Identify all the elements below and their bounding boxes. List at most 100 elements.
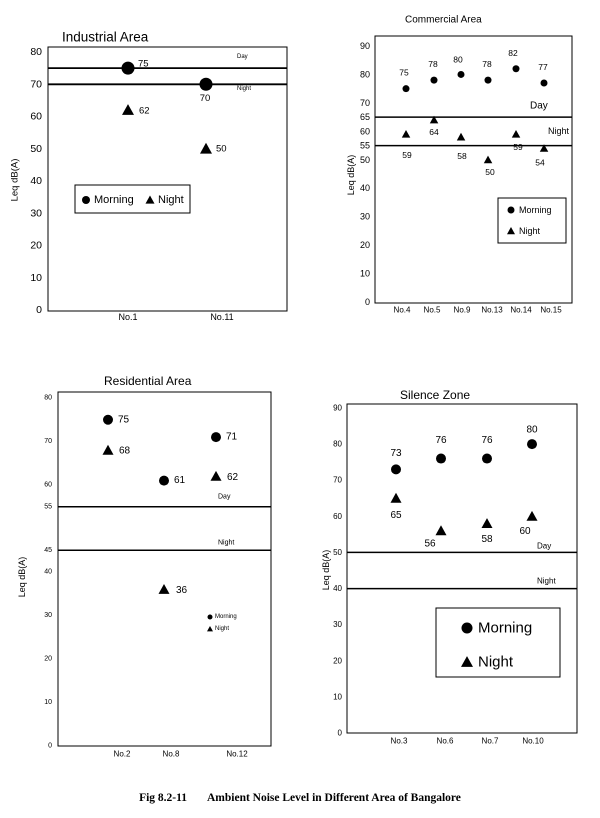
residential-morning-data-label-1: 61: [174, 475, 186, 486]
commercial-night-data-label-5: 54: [535, 157, 545, 167]
residential-night-data-label-2: 62: [227, 472, 239, 483]
commercial-night-point-5: [539, 144, 549, 152]
residential-y-tick-label-3: 30: [44, 612, 52, 619]
industrial-y-axis-label: Leq dB(A): [10, 159, 21, 202]
residential-chart-title: Residential Area: [104, 374, 192, 388]
silence-night-data-label-0: 65: [390, 510, 402, 521]
residential-legend-morning-circle-icon: [207, 614, 213, 620]
silence-y-tick-label-3: 30: [333, 620, 342, 629]
silence-legend-night-label: Night: [478, 654, 514, 671]
commercial-night-point-0: [401, 130, 411, 138]
residential-y-tick-label-9: 80: [44, 395, 52, 402]
industrial-night-point-0: [122, 104, 134, 115]
commercial-morning-point-1: [430, 76, 438, 84]
industrial-chart-title: Industrial Area: [62, 30, 149, 45]
industrial-y-tick-label-4: 40: [30, 175, 42, 187]
residential-day-limit-label: Day: [218, 494, 231, 501]
industrial-legend-morning-circle-icon: [82, 196, 90, 204]
residential-area-chart: Residential Area Leq dB(A) 0 10 20 30 40 45 55 60…: [17, 374, 272, 759]
industrial-legend-box: [74, 184, 191, 214]
residential-morning-point-1: [159, 475, 169, 486]
silence-y-tick-label-2: 20: [333, 656, 342, 665]
industrial-x-tick-label-1: No.11: [210, 312, 233, 322]
commercial-night-data-label-4: 59: [513, 142, 523, 152]
silence-y-tick-label-1: 10: [333, 692, 342, 701]
industrial-x-tick-label-0: No.1: [118, 312, 137, 322]
silence-morning-data-label-3: 80: [526, 425, 538, 436]
silence-night-data-label-3: 60: [519, 526, 531, 537]
commercial-night-limit-label: Night: [548, 126, 570, 136]
industrial-day-limit-label: Day: [237, 54, 248, 60]
commercial-legend-night-label: Night: [519, 226, 541, 236]
residential-morning-data-label-2: 71: [226, 432, 238, 443]
commercial-morning-data-label-0: 75: [399, 68, 409, 78]
residential-morning-point-0: [103, 414, 113, 425]
commercial-y-tick-label-4: 40: [360, 183, 370, 193]
silence-morning-data-label-0: 73: [390, 448, 402, 459]
residential-x-tick-label-1: No.8: [163, 750, 180, 759]
silence-morning-point-2: [482, 453, 492, 464]
silence-legend-night-triangle-icon: [461, 656, 473, 667]
residential-night-point-0: [102, 444, 114, 455]
industrial-y-tick-label-2: 20: [30, 240, 42, 252]
industrial-area-chart: Industrial Area Leq dB(A) 0 10 20 30 40 50 60 70 8…: [10, 30, 288, 322]
commercial-night-data-label-0: 59: [402, 150, 412, 160]
residential-legend: Morning Night: [207, 614, 237, 632]
residential-night-data-label-0: 68: [119, 446, 131, 457]
silence-night-point-1: [435, 525, 447, 536]
residential-night-point-2: [210, 470, 222, 481]
silence-morning-data-label-2: 76: [481, 435, 493, 446]
commercial-night-point-1: [429, 115, 439, 124]
commercial-night-point-4: [511, 130, 521, 138]
commercial-morning-data-label-2: 80: [453, 54, 463, 64]
commercial-y-tick-label-0: 0: [365, 297, 370, 307]
residential-y-tick-label-4: 40: [44, 569, 52, 576]
industrial-legend-morning-label: Morning: [94, 194, 134, 206]
industrial-morning-point-1: [199, 77, 213, 91]
residential-night-data-label-1: 36: [176, 585, 188, 596]
residential-legend-morning-label: Morning: [215, 614, 237, 620]
silence-morning-point-1: [436, 453, 446, 464]
silence-y-tick-label-8: 80: [333, 440, 342, 449]
silence-morning-data-label-1: 76: [435, 435, 447, 446]
commercial-morning-point-3: [484, 76, 492, 84]
commercial-x-tick-label-5: No.15: [540, 306, 562, 315]
silence-night-data-label-2: 58: [481, 534, 493, 545]
silence-day-limit-label: Day: [537, 542, 551, 551]
silence-y-tick-label-5: 50: [333, 548, 342, 557]
commercial-area-chart: Commercial Area Leq dB(A) 0 10 20 30 40 50 55 60 6…: [346, 15, 573, 315]
residential-night-limit-label: Night: [218, 540, 234, 547]
silence-night-point-3: [526, 510, 538, 521]
commercial-morning-point-0: [402, 85, 410, 93]
commercial-legend: Morning Night: [497, 197, 567, 244]
commercial-morning-point-4: [512, 65, 520, 73]
silence-night-data-label-1: 56: [424, 538, 436, 549]
industrial-night-data-label-0: 62: [139, 106, 150, 117]
industrial-night-data-label-1: 50: [216, 143, 227, 154]
commercial-y-tick-label-8: 65: [360, 112, 370, 122]
industrial-legend-night-triangle-icon: [145, 195, 155, 204]
commercial-morning-data-label-4: 82: [508, 48, 518, 58]
commercial-morning-data-label-3: 78: [482, 59, 492, 69]
commercial-morning-data-label-1: 78: [428, 59, 438, 69]
silence-night-limit-label: Night: [537, 577, 556, 586]
industrial-legend: Morning Night: [74, 184, 191, 214]
silence-y-axis-label: Leq dB(A): [321, 550, 331, 591]
industrial-y-tick-label-8: 80: [30, 46, 42, 58]
residential-morning-data-label-0: 75: [118, 414, 130, 425]
commercial-plot-frame: [374, 35, 573, 304]
commercial-y-tick-label-2: 20: [360, 240, 370, 250]
silence-night-point-0: [390, 492, 402, 503]
commercial-y-tick-label-1: 10: [360, 269, 370, 279]
commercial-y-tick-label-9: 70: [360, 98, 370, 108]
silence-chart-title: Silence Zone: [400, 388, 470, 402]
silence-zone-chart: Silence Zone Leq dB(A) 0 10 20 30 40 50 60 70 80 90…: [321, 388, 578, 746]
industrial-y-tick-label-5: 50: [30, 143, 42, 155]
commercial-night-point-2: [456, 132, 466, 141]
commercial-x-tick-label-3: No.13: [481, 306, 503, 315]
commercial-y-tick-label-10: 80: [360, 69, 370, 79]
commercial-morning-point-5: [540, 79, 548, 87]
residential-y-axis-label: Leq dB(A): [17, 557, 27, 598]
industrial-night-limit-label: Night: [237, 86, 251, 92]
commercial-y-tick-label-5: 50: [360, 155, 370, 165]
